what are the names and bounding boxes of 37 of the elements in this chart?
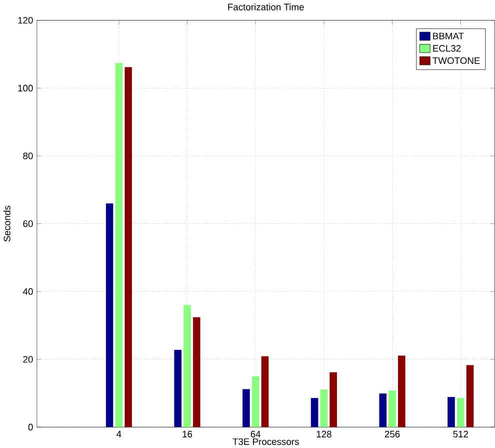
y-tick-label: 120 xyxy=(18,16,33,24)
y-tick-label: 80 xyxy=(23,152,33,159)
bar xyxy=(261,356,269,427)
bar xyxy=(330,372,337,427)
bar xyxy=(242,388,250,427)
bar xyxy=(192,317,200,427)
bar xyxy=(466,364,474,427)
chart-title: Factorization Time xyxy=(228,3,304,10)
bar xyxy=(320,389,328,427)
x-tick-label: 4 xyxy=(116,430,122,438)
bar xyxy=(252,376,260,427)
x-tick-label: 16 xyxy=(182,430,192,438)
x-tick-label: 128 xyxy=(316,430,332,438)
y-tick-label: 60 xyxy=(23,220,33,227)
bar xyxy=(448,396,455,427)
bar xyxy=(106,203,114,427)
x-tick-label: 512 xyxy=(453,430,468,438)
legend-label: TWOTONE xyxy=(432,57,480,64)
y-axis-title: Seconds xyxy=(3,206,10,242)
bar xyxy=(310,398,318,427)
x-tick-label: 64 xyxy=(250,430,261,438)
y-tick-label: 40 xyxy=(22,288,33,295)
bar xyxy=(115,62,123,427)
y-tick-label: 0 xyxy=(28,424,33,430)
bar xyxy=(184,304,191,427)
legend-label: BBMAT xyxy=(433,32,464,40)
x-tick-label: 256 xyxy=(384,430,400,438)
bar xyxy=(398,355,406,427)
bar xyxy=(388,390,396,427)
bar xyxy=(456,398,464,427)
bar xyxy=(174,350,182,427)
bar xyxy=(379,393,387,427)
legend-label: ECL32 xyxy=(433,44,461,52)
x-axis-title: T3E Processors xyxy=(232,438,299,445)
y-tick-label: 100 xyxy=(18,84,33,92)
bar xyxy=(124,66,132,427)
y-tick-label: 20 xyxy=(23,356,33,362)
